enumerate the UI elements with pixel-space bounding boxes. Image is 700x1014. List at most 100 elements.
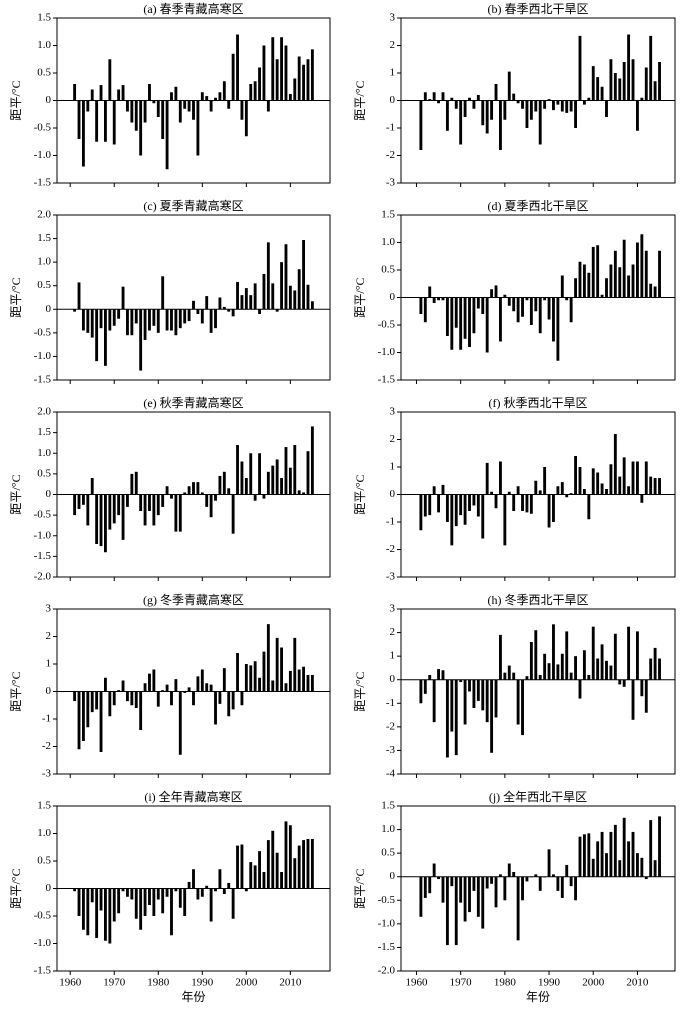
bar [543,653,547,680]
bar [516,486,520,495]
bar [649,820,653,877]
bar [297,56,301,101]
y-axis-label: 距平/°C [353,277,367,317]
bar [130,691,134,706]
bar [178,888,182,908]
bar [419,100,423,150]
bar [507,491,511,495]
bar [99,888,103,911]
bar [653,286,657,298]
bar [222,471,226,495]
bar [104,677,107,692]
y-tick-label: 1.5 [37,800,51,812]
bar [512,872,516,877]
bar [476,95,480,101]
bar [419,297,423,314]
bar [302,492,306,495]
bar [605,100,608,117]
bar [600,644,604,680]
bar [284,821,288,889]
bar [543,467,547,495]
bar [574,656,578,680]
y-tick-label: -3 [386,177,396,189]
bar [200,888,204,897]
bar [306,284,310,310]
y-tick-label: 0 [46,882,52,894]
bar [284,45,288,101]
plot-frame [400,608,676,775]
bar [240,461,244,495]
bar [441,92,445,101]
bar [649,283,653,298]
bar [653,647,657,680]
bar [578,467,582,495]
bar [196,888,200,900]
bar [117,494,121,516]
bar [227,883,231,889]
bar [521,100,524,109]
bar [227,488,231,495]
bar [543,297,547,301]
bar [143,309,147,340]
bar [569,297,573,323]
bar [485,297,489,353]
bar [196,482,200,495]
bar [423,297,427,323]
bar [428,675,432,680]
bar [653,478,657,495]
bar [170,92,173,101]
bar [126,691,129,702]
bar [569,493,573,495]
y-tick-label: -2 [386,149,395,161]
bar [587,833,591,877]
y-tick-label: -1.0 [378,346,396,358]
bar [130,473,134,495]
bar [445,297,449,336]
bar [432,92,436,101]
bar [258,67,261,101]
bar [152,669,156,692]
bar [90,888,94,903]
y-axis-label: 距平/°C [353,474,367,514]
bar [600,831,604,877]
bar [437,100,441,104]
y-tick-label: -0.5 [34,910,52,922]
x-tick-label: 1990 [538,977,561,989]
bar [77,888,81,916]
y-tick-label: 3 [390,603,396,615]
bar [143,683,147,692]
bar [459,297,463,350]
bar [244,478,248,495]
bar [468,876,471,913]
bar [148,84,151,101]
bar [170,691,173,706]
bar [423,494,427,517]
bar [293,637,297,692]
y-tick-label: 1.5 [381,800,395,812]
bar [192,482,195,495]
bar [152,494,156,526]
bar [445,494,449,522]
bar [104,494,107,553]
bar [108,691,112,717]
bar [104,100,107,142]
bar [481,876,485,929]
bar [618,679,622,685]
bar [271,680,275,692]
bar [95,309,99,362]
bar [156,309,160,333]
bar [258,851,261,889]
bar [253,661,257,692]
bar [600,483,604,495]
x-axis-label: 年份 [526,990,550,1004]
bar [130,888,134,900]
bar [174,494,178,532]
bar [521,494,524,511]
y-tick-label: -0.5 [34,509,52,521]
bar [231,494,235,534]
bar [240,295,244,310]
bar [432,486,436,495]
bar [280,647,283,692]
bar [622,239,626,298]
